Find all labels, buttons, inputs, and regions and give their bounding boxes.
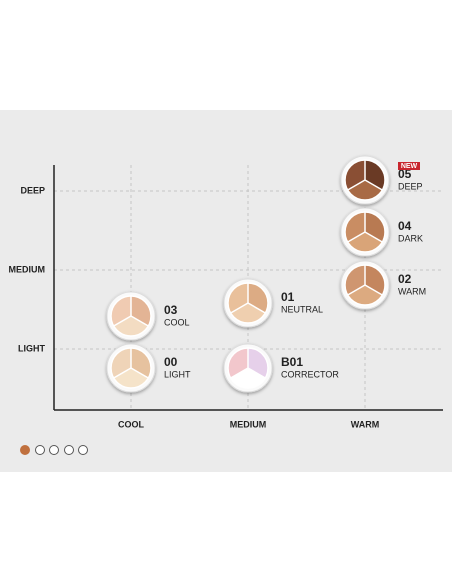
compact-edge	[227, 282, 269, 324]
pager-dot[interactable]	[49, 445, 59, 455]
shade-name: DARK	[398, 233, 423, 243]
pan-divider	[113, 367, 132, 379]
shade-code: B01	[281, 355, 303, 369]
compact	[340, 155, 390, 205]
pan-divider	[364, 231, 383, 243]
pan-divider	[247, 367, 266, 379]
badge	[398, 162, 420, 170]
y-axis-label: MEDIUM	[9, 264, 46, 274]
compact-edge	[344, 211, 386, 253]
pager-dot[interactable]	[20, 445, 30, 455]
x-axis-label: COOL	[118, 419, 145, 429]
compact	[106, 291, 156, 341]
compact-edge	[110, 347, 152, 389]
shade-name: WARM	[398, 286, 426, 296]
compact	[340, 207, 390, 257]
pan-divider	[347, 231, 366, 243]
pager-dot[interactable]	[64, 445, 74, 455]
shade-code: 05	[398, 167, 412, 181]
pager-dot[interactable]	[78, 445, 88, 455]
compact-edge	[227, 347, 269, 389]
compact	[223, 343, 273, 393]
shade-code: 04	[398, 219, 412, 233]
pan-divider	[347, 179, 366, 191]
y-axis-label: DEEP	[20, 185, 45, 195]
badge-text: NEW	[401, 163, 418, 170]
x-axis-label: WARM	[351, 419, 380, 429]
compact	[340, 260, 390, 310]
pan-divider	[130, 315, 149, 327]
pan-divider	[130, 367, 149, 379]
shade-name: NEUTRAL	[281, 304, 323, 314]
pan-divider	[247, 302, 266, 314]
pan-divider	[230, 302, 249, 314]
pan-divider	[113, 315, 132, 327]
pan-divider	[364, 284, 383, 296]
compact-edge	[344, 264, 386, 306]
shade-name: COOL	[164, 317, 190, 327]
compact	[106, 343, 156, 393]
y-axis-label: LIGHT	[18, 343, 45, 353]
compact	[223, 278, 273, 328]
x-axis-label: MEDIUM	[230, 419, 267, 429]
shade-name: CORRECTOR	[281, 369, 339, 379]
shade-code: 01	[281, 290, 295, 304]
shade-name: DEEP	[398, 181, 423, 191]
pager-dot[interactable]	[35, 445, 45, 455]
shade-code: 00	[164, 355, 178, 369]
compact-edge	[110, 295, 152, 337]
shade-code: 02	[398, 272, 412, 286]
compact-edge	[344, 159, 386, 201]
shade-code: 03	[164, 303, 178, 317]
pager	[20, 445, 88, 455]
pan-divider	[364, 179, 383, 191]
pan-divider	[347, 284, 366, 296]
shade-name: LIGHT	[164, 369, 191, 379]
pan-divider	[230, 367, 249, 379]
